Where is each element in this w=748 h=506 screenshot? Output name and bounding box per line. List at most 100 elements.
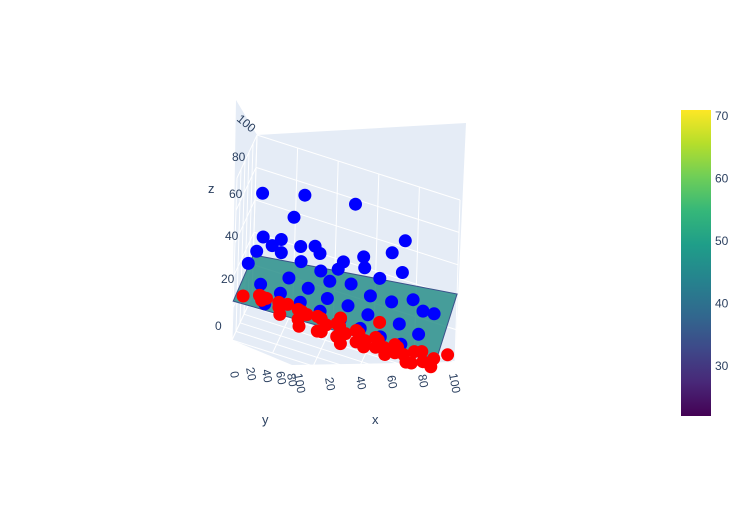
blue-point: [274, 246, 288, 260]
blue-point: [301, 281, 315, 295]
blue-point: [398, 234, 412, 248]
blue-point: [314, 264, 328, 278]
blue-point: [392, 317, 406, 331]
red-point: [291, 312, 305, 326]
y-tick: 20: [243, 366, 259, 382]
blue-point: [250, 244, 264, 258]
blue-point: [361, 308, 375, 322]
x-tick: 80: [415, 373, 431, 389]
y-tick: 60: [273, 370, 289, 386]
red-point: [378, 348, 392, 361]
gridline: [254, 199, 459, 266]
gridline: [234, 199, 256, 244]
red-point: [253, 288, 267, 302]
z-axis-title: z: [208, 181, 215, 196]
gridline: [253, 231, 458, 298]
blue-point: [357, 250, 371, 264]
y-tick: 100: [291, 372, 308, 394]
red-point: [236, 289, 250, 303]
red-point: [334, 311, 348, 325]
blue-point: [274, 233, 288, 246]
red-point: [349, 324, 363, 337]
red-point: [272, 300, 286, 314]
gridline: [256, 134, 461, 201]
blue-point: [385, 295, 399, 309]
red-point: [404, 356, 418, 370]
blue-point: [320, 292, 334, 305]
blue-point: [344, 277, 358, 291]
blue-point: [427, 307, 441, 321]
blue-point: [331, 262, 345, 276]
blue-point: [241, 256, 255, 270]
red-point: [349, 335, 363, 349]
blue-point: [349, 197, 362, 211]
z-tick: 20: [221, 272, 235, 286]
colorbar[interactable]: 30 40 50 60 70: [681, 109, 729, 416]
x-tick: 60: [384, 374, 400, 390]
x-axis: 20 40 60 80 100 x: [322, 372, 463, 427]
z-tick: 0: [215, 319, 222, 333]
y-axis-title: y: [262, 412, 269, 427]
gridline: [231, 177, 238, 341]
colorbar-tick: 50: [715, 234, 729, 248]
blue-point: [256, 230, 270, 244]
x-tick: 20: [322, 376, 338, 392]
blue-point: [294, 255, 308, 269]
red-point: [330, 330, 344, 343]
gridline: [235, 330, 440, 397]
blue-point: [395, 266, 409, 279]
z-tick: 80: [232, 150, 246, 164]
blue-point: [373, 271, 387, 285]
blue-point: [254, 277, 268, 291]
red-point: [369, 331, 383, 344]
blue-point: [298, 188, 312, 202]
blue-point: [412, 327, 426, 341]
colorbar-tick: 60: [715, 172, 729, 186]
red-point: [388, 346, 402, 360]
gridline: [454, 199, 461, 363]
gridline: [434, 361, 456, 406]
y-tick: 40: [259, 368, 275, 384]
x-tick: 100: [446, 372, 463, 394]
blue-point: [282, 271, 296, 285]
blue-point: [287, 210, 301, 224]
z-tick: 60: [229, 187, 243, 201]
colorbar-tick: 40: [715, 297, 729, 311]
gridline: [233, 231, 255, 276]
gridline: [231, 339, 436, 406]
gridline: [235, 169, 242, 332]
blue-point: [265, 239, 279, 253]
colorbar-tick: 30: [715, 359, 729, 373]
blue-point: [358, 261, 372, 275]
gridline: [235, 167, 257, 211]
red-point: [424, 360, 438, 374]
red-point: [373, 315, 387, 329]
blue-point: [323, 274, 337, 288]
y-tick: 80: [284, 372, 300, 388]
gridline: [239, 322, 444, 389]
blue-point: [313, 247, 327, 260]
blue-point: [406, 293, 420, 307]
blue-point: [341, 299, 355, 313]
x-axis-title: x: [372, 412, 379, 427]
red-point: [369, 340, 382, 354]
colorbar-gradient: [681, 110, 711, 416]
blue-point: [416, 304, 430, 318]
blue-point: [363, 289, 377, 303]
colorbar-tick: 70: [715, 109, 729, 123]
red-point: [441, 348, 455, 362]
blue-point: [294, 240, 308, 253]
z-tick: 40: [225, 229, 239, 243]
red-point: [407, 345, 421, 359]
y-tick: 0: [227, 370, 242, 379]
data-points: [236, 186, 455, 374]
blue-point: [256, 186, 270, 200]
scene-3d[interactable]: [231, 100, 466, 406]
gridline: [236, 134, 258, 179]
blue-point: [385, 246, 399, 260]
y-axis: 0 20 40 60 80 100 y: [227, 366, 308, 427]
x-tick: 40: [353, 375, 369, 391]
red-point: [310, 324, 324, 338]
red-point: [311, 309, 325, 323]
